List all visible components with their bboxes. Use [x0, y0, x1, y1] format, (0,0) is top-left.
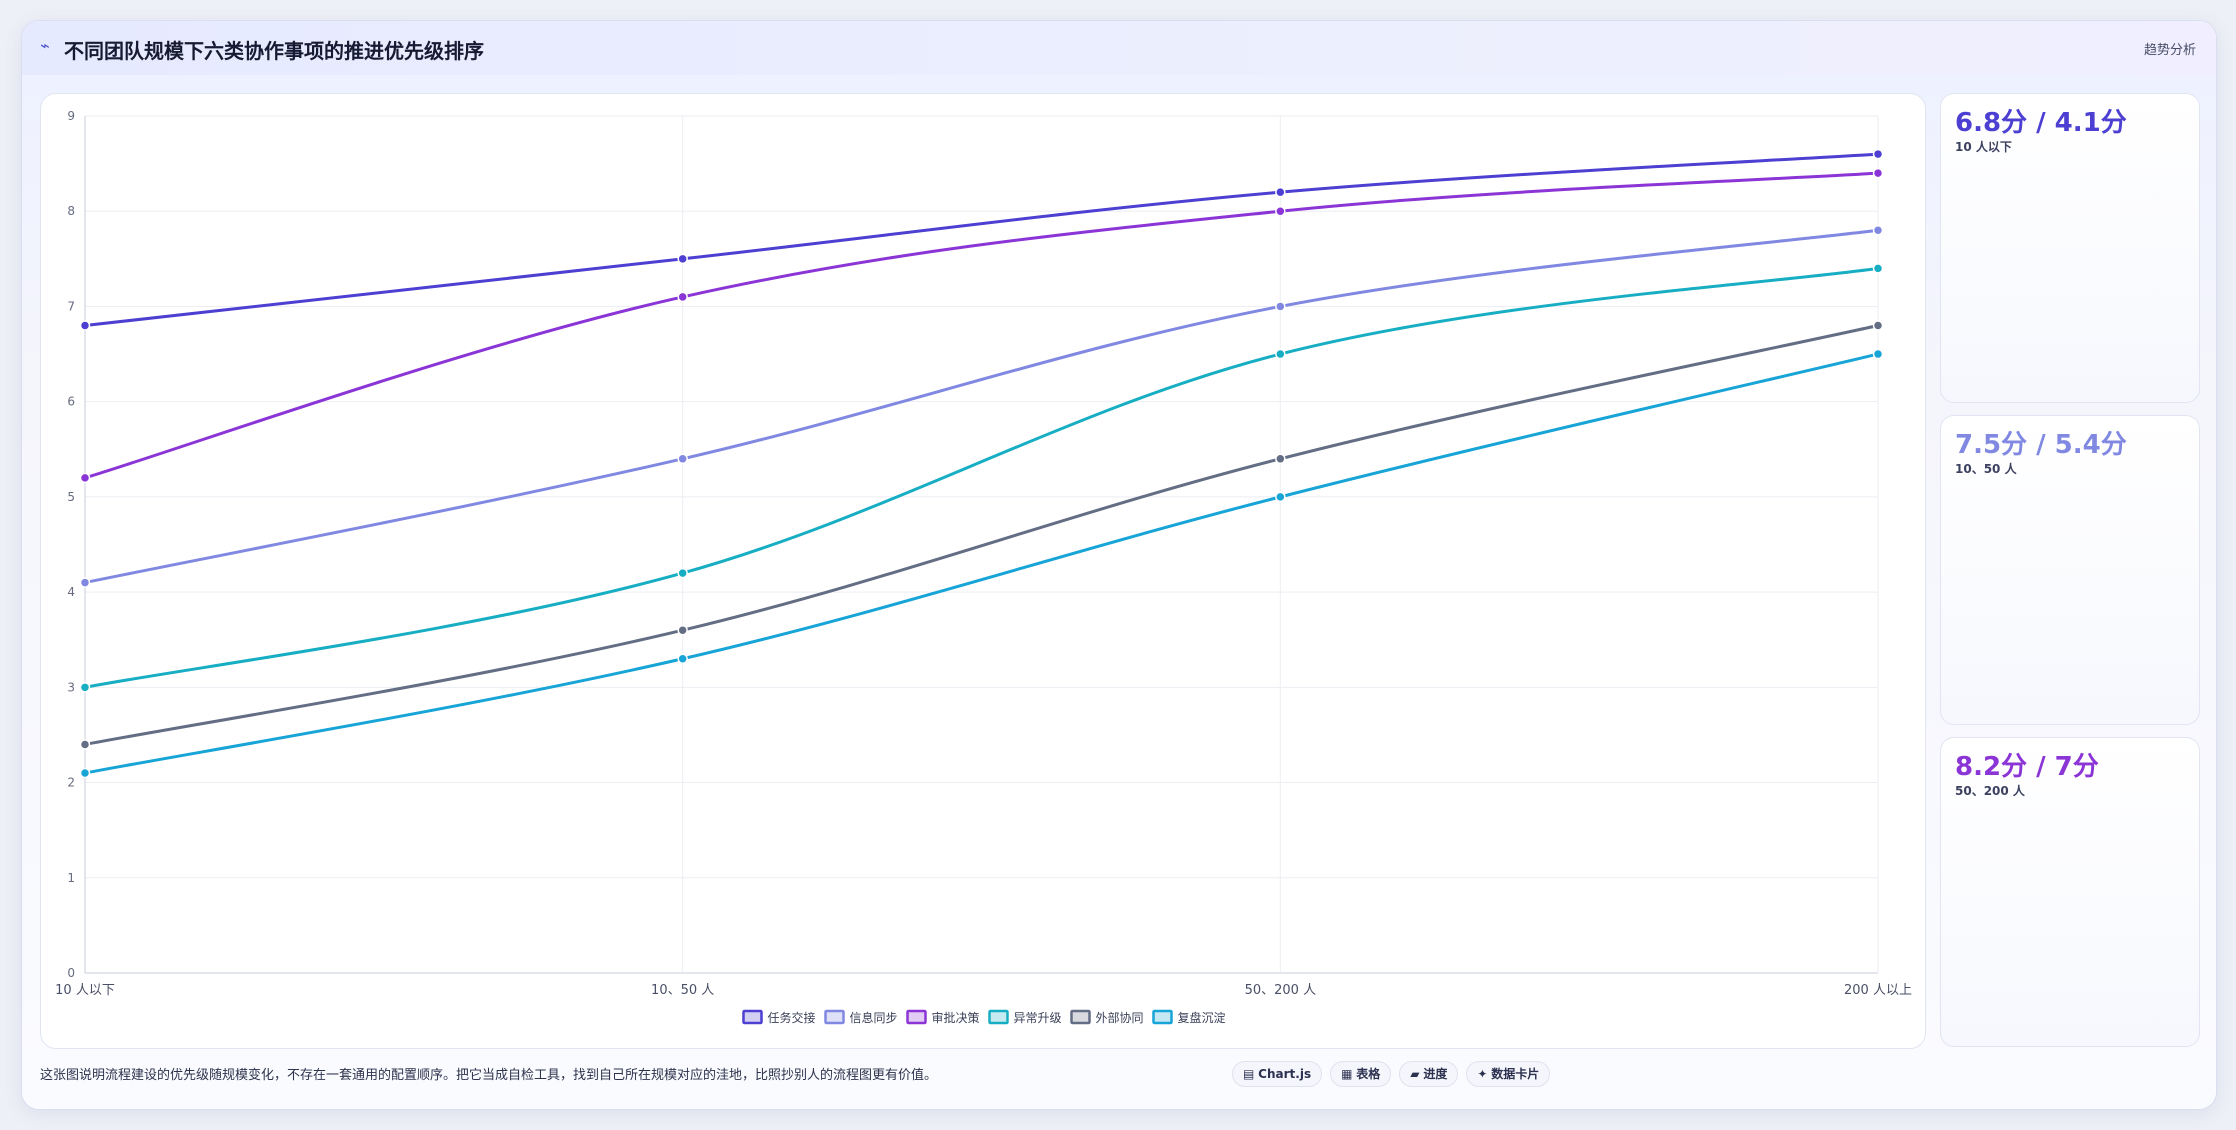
stat-card-2: 7.5分 / 5.4分 10、50 人	[1940, 415, 2200, 725]
trend-line-icon: ⌁	[40, 36, 50, 55]
data-point	[1275, 453, 1286, 465]
legend-label: 外部协同	[1096, 1010, 1144, 1025]
data-point	[79, 739, 91, 750]
data-point	[677, 253, 688, 265]
series-line-1	[83, 152, 1880, 327]
data-point	[677, 624, 688, 636]
y-tick-label: 4	[67, 585, 75, 599]
stat-card-1: 6.8分 / 4.1分 10 人以下	[1940, 93, 2200, 403]
series-line-3	[83, 171, 1880, 480]
tool-pills: ▤ Chart.js ▦ 表格 ▰ 进度 ✦ 数据卡片	[1232, 1061, 1551, 1087]
dashboard-card: ⌁ 不同团队规模下六类协作事项的推进优先级排序 趋势分析 0 1 2 3 4 5 6 7 8 9 1…	[21, 20, 2217, 1110]
data-point	[1872, 348, 1884, 360]
x-tick-label: 10、50 人	[651, 983, 714, 998]
pill-label: 数据卡片	[1491, 1067, 1540, 1081]
pill-label: 进度	[1423, 1067, 1448, 1081]
data-point	[79, 472, 91, 484]
y-tick-label: 7	[67, 299, 75, 313]
y-tick-label: 9	[67, 109, 75, 123]
data-point	[1275, 348, 1286, 360]
pill-label: 表格	[1356, 1067, 1381, 1081]
data-point	[1275, 205, 1286, 217]
series-line-4	[83, 266, 1880, 689]
stat-card-value: 7.5分 / 5.4分	[1955, 430, 2127, 460]
series-line-5	[83, 323, 1880, 746]
data-point	[1275, 491, 1286, 503]
data-point	[1275, 186, 1286, 198]
legend-label: 审批决策	[932, 1010, 980, 1025]
pill-chartjs[interactable]: ▤ Chart.js	[1232, 1061, 1323, 1087]
chart-icon: ▤	[1243, 1067, 1255, 1081]
stat-card-label: 10、50 人	[1955, 462, 2017, 476]
line-chart: 0 1 2 3 4 5 6 7 8 9 10 人以下 10、50 人 50、200 人 200 人以上任务…	[55, 109, 1912, 1025]
data-point	[677, 291, 688, 303]
pill-label: Chart.js	[1258, 1067, 1312, 1081]
data-point	[1872, 320, 1884, 331]
chart-footnote: 这张图说明流程建设的优先级随规模变化，不存在一套通用的配置顺序。把它当成自检工具…	[40, 1068, 938, 1083]
data-point	[677, 567, 688, 579]
legend-swatch	[742, 1009, 763, 1025]
x-tick-label: 50、200 人	[1245, 983, 1317, 998]
data-point	[677, 453, 688, 465]
pill-progress[interactable]: ▰ 进度	[1399, 1061, 1459, 1087]
data-point	[79, 767, 91, 779]
progress-icon: ▰	[1410, 1067, 1420, 1081]
y-tick-label: 8	[67, 204, 75, 218]
series-line-2	[83, 228, 1880, 585]
data-point	[79, 320, 91, 331]
y-tick-label: 0	[67, 966, 75, 980]
legend-swatch	[1152, 1009, 1173, 1025]
y-tick-label: 6	[67, 395, 75, 409]
data-point	[677, 653, 688, 665]
table-icon: ▦	[1341, 1067, 1353, 1081]
legend-swatch	[906, 1009, 927, 1025]
data-point	[79, 682, 91, 693]
page-title: 不同团队规模下六类协作事项的推进优先级排序	[64, 39, 484, 63]
legend-label: 异常升级	[1014, 1011, 1062, 1025]
data-point	[1872, 225, 1884, 236]
data-point	[1275, 301, 1286, 312]
data-point	[1872, 263, 1884, 274]
stat-card-value: 6.8分 / 4.1分	[1955, 108, 2127, 138]
y-tick-label: 2	[67, 776, 75, 790]
legend-swatch	[988, 1009, 1009, 1025]
card-header: ⌁ 不同团队规模下六类协作事项的推进优先级排序 趋势分析	[22, 21, 2216, 76]
data-point	[79, 577, 91, 588]
series-line-6	[83, 352, 1880, 775]
stat-card-value: 8.2分 / 7分	[1955, 752, 2099, 782]
card-icon: ✦	[1477, 1067, 1488, 1081]
data-point	[1872, 167, 1884, 179]
legend-label: 信息同步	[850, 1010, 898, 1025]
y-tick-label: 1	[67, 871, 75, 885]
pill-data-card[interactable]: ✦ 数据卡片	[1466, 1061, 1551, 1087]
x-tick-label: 10 人以下	[55, 983, 115, 998]
legend-label: 复盘沉淀	[1178, 1010, 1226, 1025]
pill-table[interactable]: ▦ 表格	[1330, 1061, 1392, 1087]
data-point	[1872, 148, 1884, 160]
y-tick-label: 5	[67, 490, 75, 504]
line-chart-panel: 0 1 2 3 4 5 6 7 8 9 10 人以下 10、50 人 50、200 人 200 人以上任务…	[40, 93, 1926, 1049]
legend-swatch	[1070, 1009, 1091, 1025]
tab-trend-analysis[interactable]: 趋势分析	[2143, 43, 2196, 58]
stat-card-label: 50、200 人	[1955, 784, 2025, 798]
x-tick-label: 200 人以上	[1844, 983, 1912, 998]
legend-swatch	[824, 1009, 845, 1025]
stat-card-3: 8.2分 / 7分 50、200 人	[1940, 737, 2200, 1047]
legend-label: 任务交接	[768, 1010, 816, 1025]
stat-card-label: 10 人以下	[1955, 140, 2012, 154]
y-tick-label: 3	[67, 680, 75, 694]
